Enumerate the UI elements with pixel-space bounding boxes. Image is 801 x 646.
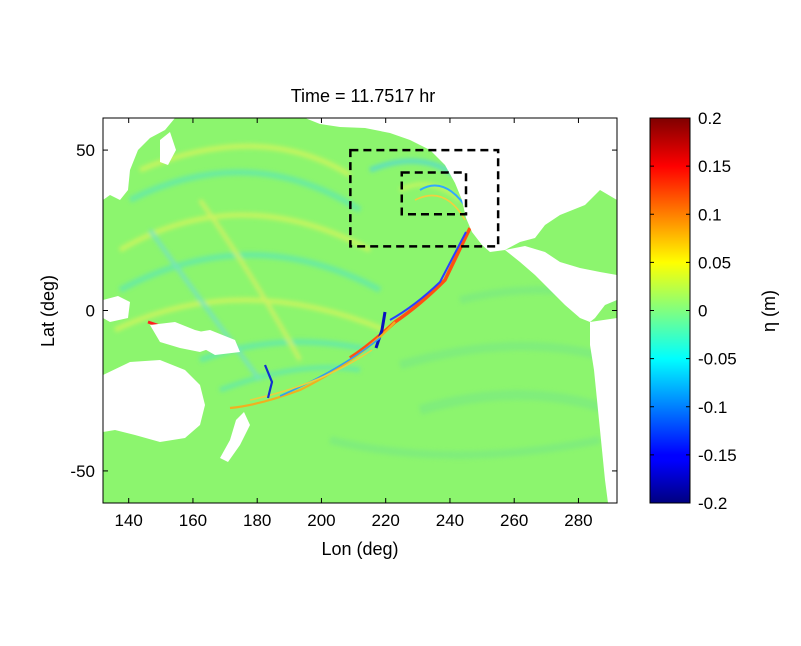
x-axis: 140 160 180 200 220 240 260 280 [115,118,593,530]
colorbar-tick-label: 0.05 [698,253,731,272]
x-tick-label: 160 [179,511,207,530]
wave-pattern [113,143,617,459]
x-tick-label: 200 [307,511,335,530]
outer-dashed-box [349,148,500,248]
colorbar-label: η (m) [759,290,779,332]
leading-wavefront [147,184,472,410]
colorbar-tick-label: -0.1 [698,398,727,417]
plot-area [103,118,617,503]
colorbar-tick-label: 0.2 [698,109,722,128]
colorbar-tick-label: 0.15 [698,157,731,176]
y-tick-label: 0 [86,302,95,321]
land-south-america [590,318,617,503]
y-axis: 50 0 -50 [70,141,617,481]
land-central-america [505,246,617,322]
x-tick-label: 220 [372,511,400,530]
x-tick-label: 240 [436,511,464,530]
colorbar-tick-label: 0 [698,302,707,321]
land-new-guinea [180,330,240,355]
x-axis-label: Lon (deg) [321,539,398,559]
land-australia [103,360,205,442]
inner-dashed-box [400,171,468,216]
land-asia [103,118,175,200]
colorbar-scale [649,117,691,504]
land-japan [160,132,176,165]
chart-title: Time = 11.7517 hr [291,86,436,106]
colorbar-axis: 0.2 0.15 0.1 0.05 0 -0.05 -0.1 -0.15 -0.2 [650,109,737,513]
land-north-america [305,118,617,252]
x-tick-label: 140 [115,511,143,530]
land-masses [103,118,617,503]
colorbar-tick-label: -0.15 [698,446,737,465]
x-tick-label: 280 [564,511,592,530]
land-new-zealand [220,412,250,462]
y-tick-label: -50 [70,462,95,481]
x-tick-label: 260 [500,511,528,530]
colorbar-tick-label: -0.05 [698,350,737,369]
land-philippines [103,296,130,322]
x-tick-label: 180 [243,511,271,530]
colorbar-tick-label: 0.1 [698,205,722,224]
annotation-boxes [349,148,500,248]
y-axis-label: Lat (deg) [38,275,58,347]
y-tick-label: 50 [76,141,95,160]
colorbar-tick-label: -0.2 [698,494,727,513]
